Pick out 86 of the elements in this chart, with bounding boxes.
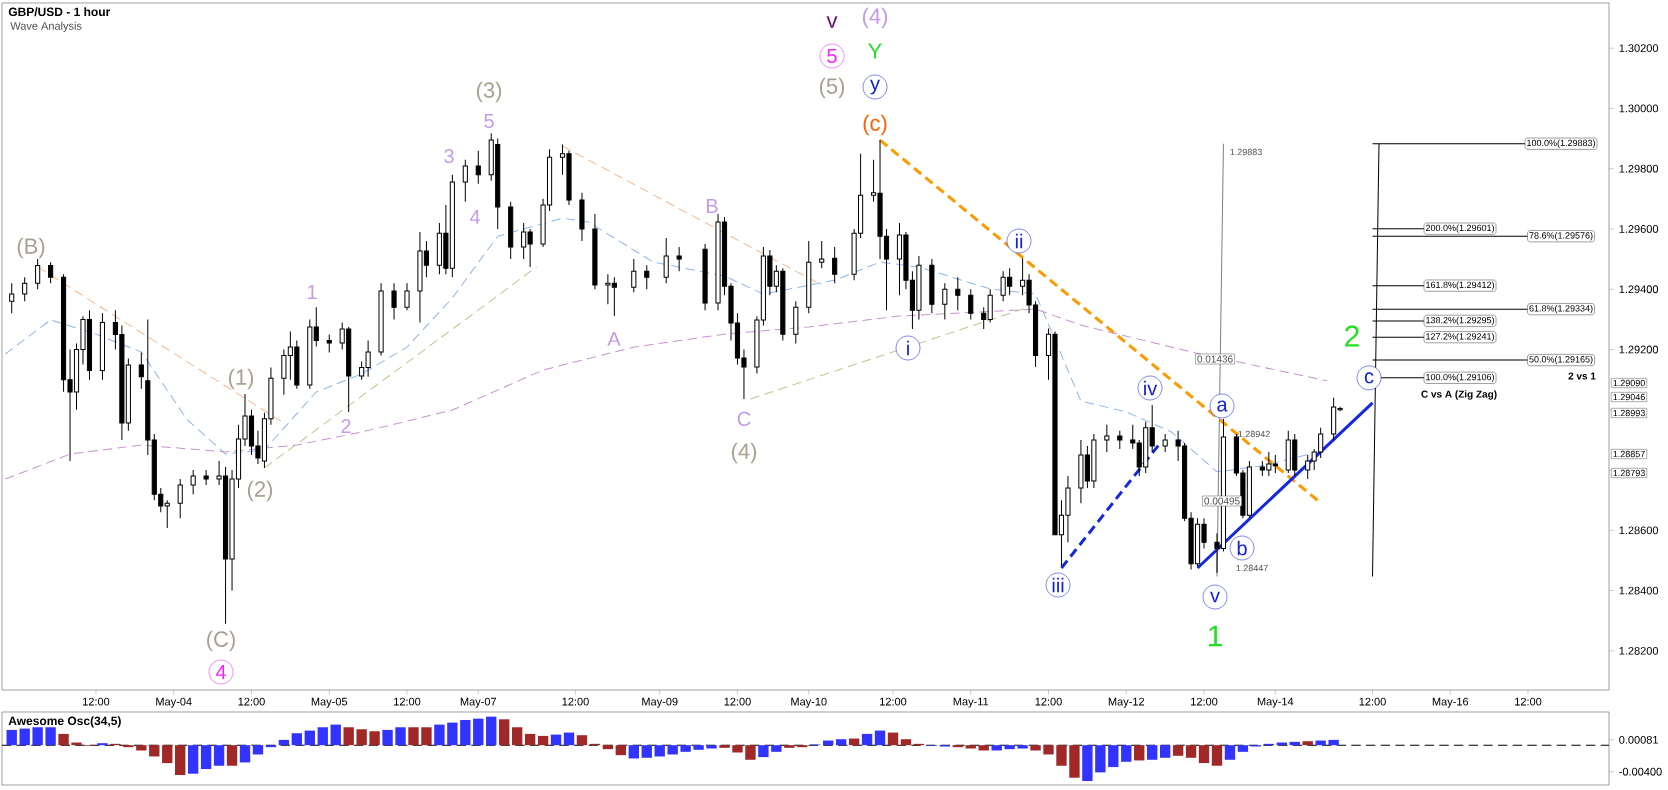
x-tick-label: May-11 (953, 697, 989, 708)
x-tick-label: May-07 (460, 697, 497, 708)
annotation: Y (868, 43, 882, 59)
y-tick-label: 1.30200 (1619, 44, 1659, 53)
annotation: 2 (341, 419, 351, 433)
annotation: (4) (731, 442, 757, 464)
text: 1.28993 (1613, 409, 1645, 417)
annotation: 5 (484, 114, 494, 128)
annotation: (3) (476, 81, 502, 103)
ref-line-label: 61.8%(1.29334) (1529, 304, 1593, 314)
x-tick-label: 12:00 (1191, 697, 1218, 706)
text: Wave Analysis (10, 21, 82, 32)
annotation: (B) (17, 237, 45, 259)
annotation: iv (1144, 380, 1158, 396)
annotation: iii (1052, 577, 1064, 593)
annotation: 0.01436 (1197, 355, 1233, 363)
annotation: (2) (247, 480, 273, 502)
x-tick-label: 12:00 (1515, 697, 1542, 706)
annotation: (5) (819, 77, 845, 99)
annotation: y (870, 79, 880, 95)
x-tick-label: 12:00 (880, 697, 907, 706)
annotation: (C) (207, 630, 235, 652)
annotation: 0.00495 (1204, 497, 1240, 505)
x-tick-label: May-12 (1108, 697, 1145, 708)
annotation: a (1217, 400, 1228, 412)
annotation: C (737, 411, 751, 426)
annotation: (c) (863, 114, 887, 136)
y-tick-label: 1.28600 (1619, 526, 1659, 535)
y-tick-label: 1.29800 (1619, 164, 1659, 173)
ref-line-label: 200.0%(1.29601) (1425, 224, 1494, 233)
x-tick-label: 12:00 (238, 697, 265, 706)
x-tick-label: May-04 (156, 697, 192, 708)
ref-line-label: 100.0%(1.29106) (1426, 373, 1494, 383)
annotation: C vs A (Zig Zag) (1421, 390, 1497, 400)
y-tick-label: 1.29400 (1619, 285, 1659, 294)
annotation: (4) (862, 7, 888, 29)
annotation: 1 (1208, 625, 1222, 647)
annotation: ii (1015, 233, 1023, 249)
ref-line-label: 50.0%(1.29165) (1529, 355, 1593, 365)
annotation: v (1210, 591, 1220, 603)
x-tick-label: May-05 (311, 697, 348, 708)
ref-line-label: 78.6%(1.29576) (1529, 232, 1593, 241)
x-tick-label: 12:00 (1359, 697, 1386, 706)
annotation: 1 (307, 285, 317, 299)
y-tick-label: 1.28200 (1619, 646, 1659, 655)
ref-line-label: 127.2%(1.29241) (1426, 332, 1494, 342)
annotation: b (1237, 540, 1247, 556)
annotation: i (907, 340, 909, 356)
annotation: c (1364, 372, 1374, 384)
y-tick-label: 1.28400 (1619, 586, 1659, 595)
annotation: 1.28447 (1236, 564, 1268, 572)
text: 1.29046 (1613, 393, 1645, 401)
y-tick-label: -0.00400 (1619, 767, 1662, 776)
y-tick-label: 1.29600 (1619, 225, 1659, 233)
y-tick-label: 0.00081 (1619, 735, 1658, 744)
text: 1.28793 (1613, 469, 1645, 477)
ref-line-label: 138.2%(1.29295) (1426, 316, 1494, 326)
annotation: 1.28942 (1238, 430, 1270, 438)
annotation: 4 (469, 210, 480, 224)
x-tick-label: 12:00 (724, 697, 751, 706)
text: 1.28857 (1613, 450, 1645, 458)
annotation: 3 (444, 148, 454, 164)
x-tick-label: 12:00 (83, 697, 110, 706)
annotation: v (826, 16, 838, 28)
text: 1.29090 (1613, 379, 1645, 387)
x-tick-label: May-09 (642, 697, 678, 708)
x-tick-label: 12:00 (1035, 697, 1062, 706)
x-tick-label: 12:00 (562, 697, 589, 706)
chart-title: GBP/USD - 1 hour (8, 7, 111, 17)
annotation: (1) (228, 368, 254, 390)
ref-line-label: 100.0%(1.29883) (1527, 139, 1595, 148)
annotation: 4 (215, 665, 226, 679)
y-tick-label: 1.29200 (1619, 345, 1659, 354)
annotation: 2 (1345, 325, 1359, 347)
annotation: A (607, 332, 621, 346)
x-tick-label: May-10 (791, 697, 827, 708)
chart-title: Awesome Osc(34,5) (8, 716, 121, 728)
x-tick-label: 12:00 (394, 697, 421, 706)
annotation: 1.29883 (1230, 148, 1262, 156)
annotation: 5 (827, 49, 837, 63)
ref-line-label: 161.8%(1.29412) (1426, 281, 1494, 290)
x-tick-label: May-16 (1432, 697, 1469, 708)
x-tick-label: May-14 (1257, 697, 1294, 708)
annotation: 2 vs 1 (1568, 372, 1596, 380)
annotation: B (706, 199, 718, 213)
y-tick-label: 1.30000 (1619, 104, 1659, 113)
